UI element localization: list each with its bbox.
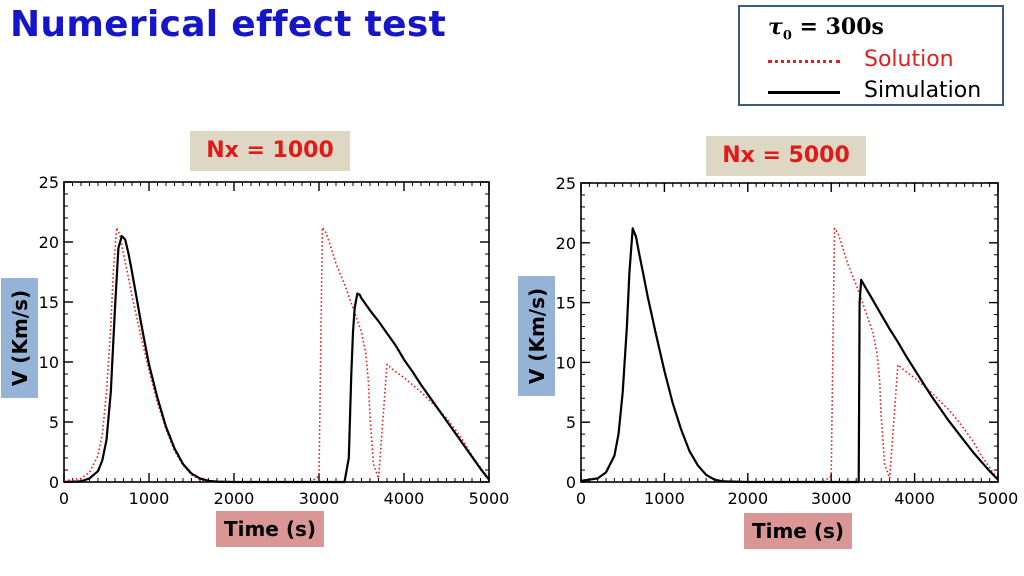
y-tick-label: 20 [556,234,576,253]
series-line-simulation [63,234,490,484]
legend-label-solution: Solution [864,47,954,72]
xlabel-right: Time (s) [751,519,845,543]
x-tick-label: 2000 [214,489,255,508]
legend-tau-label: τ0 = 300s [768,14,884,43]
x-tick-label: 1000 [129,489,170,508]
legend-box: τ0 = 300s Solution Simulation [738,5,1004,106]
x-tick-label: 4000 [384,489,425,508]
legend-tau-symbol: τ [768,14,783,40]
x-tick-label: 5000 [978,489,1019,508]
y-tick-label: 0 [566,473,576,492]
ylabel-box-right: V (Km/s) [518,276,555,396]
x-tick-label: 3000 [811,489,852,508]
legend-tau-value: = 300s [791,14,884,40]
x-tick-label: 4000 [894,489,935,508]
legend-swatch-solution [768,60,840,63]
plot-frame-right [580,182,999,483]
legend-swatch-simulation [768,91,840,94]
legend-label-simulation: Simulation [864,78,982,103]
y-tick-label: 15 [39,293,59,312]
panel-label-nx5000: Nx = 5000 [706,136,866,176]
ylabel-box-left: V (Km/s) [1,278,38,398]
series-line-simulation [580,227,999,484]
xlabel-left: Time (s) [223,517,317,541]
x-tick-label: 1000 [644,489,685,508]
y-tick-label: 10 [39,353,59,372]
y-tick-label: 20 [39,233,59,252]
panel-label-nx1000: Nx = 1000 [190,131,350,171]
x-tick-label: 2000 [727,489,768,508]
y-tick-label: 15 [556,294,576,313]
x-tick-label: 3000 [299,489,340,508]
slide-title: Numerical effect test [10,4,447,45]
series-line-solution [580,227,999,483]
x-tick-label: 0 [576,489,586,508]
y-tick-label: 25 [39,173,59,192]
x-tick-label: 0 [59,489,69,508]
xlabel-box-left: Time (s) [216,511,324,547]
y-tick-label: 5 [49,413,59,432]
y-tick-label: 25 [556,174,576,193]
y-tick-label: 0 [49,473,59,492]
y-tick-label: 5 [566,413,576,432]
xlabel-box-right: Time (s) [744,513,852,549]
legend-tau-subscript: 0 [782,28,792,44]
x-tick-label: 5000 [469,489,510,508]
y-tick-label: 10 [556,353,576,372]
